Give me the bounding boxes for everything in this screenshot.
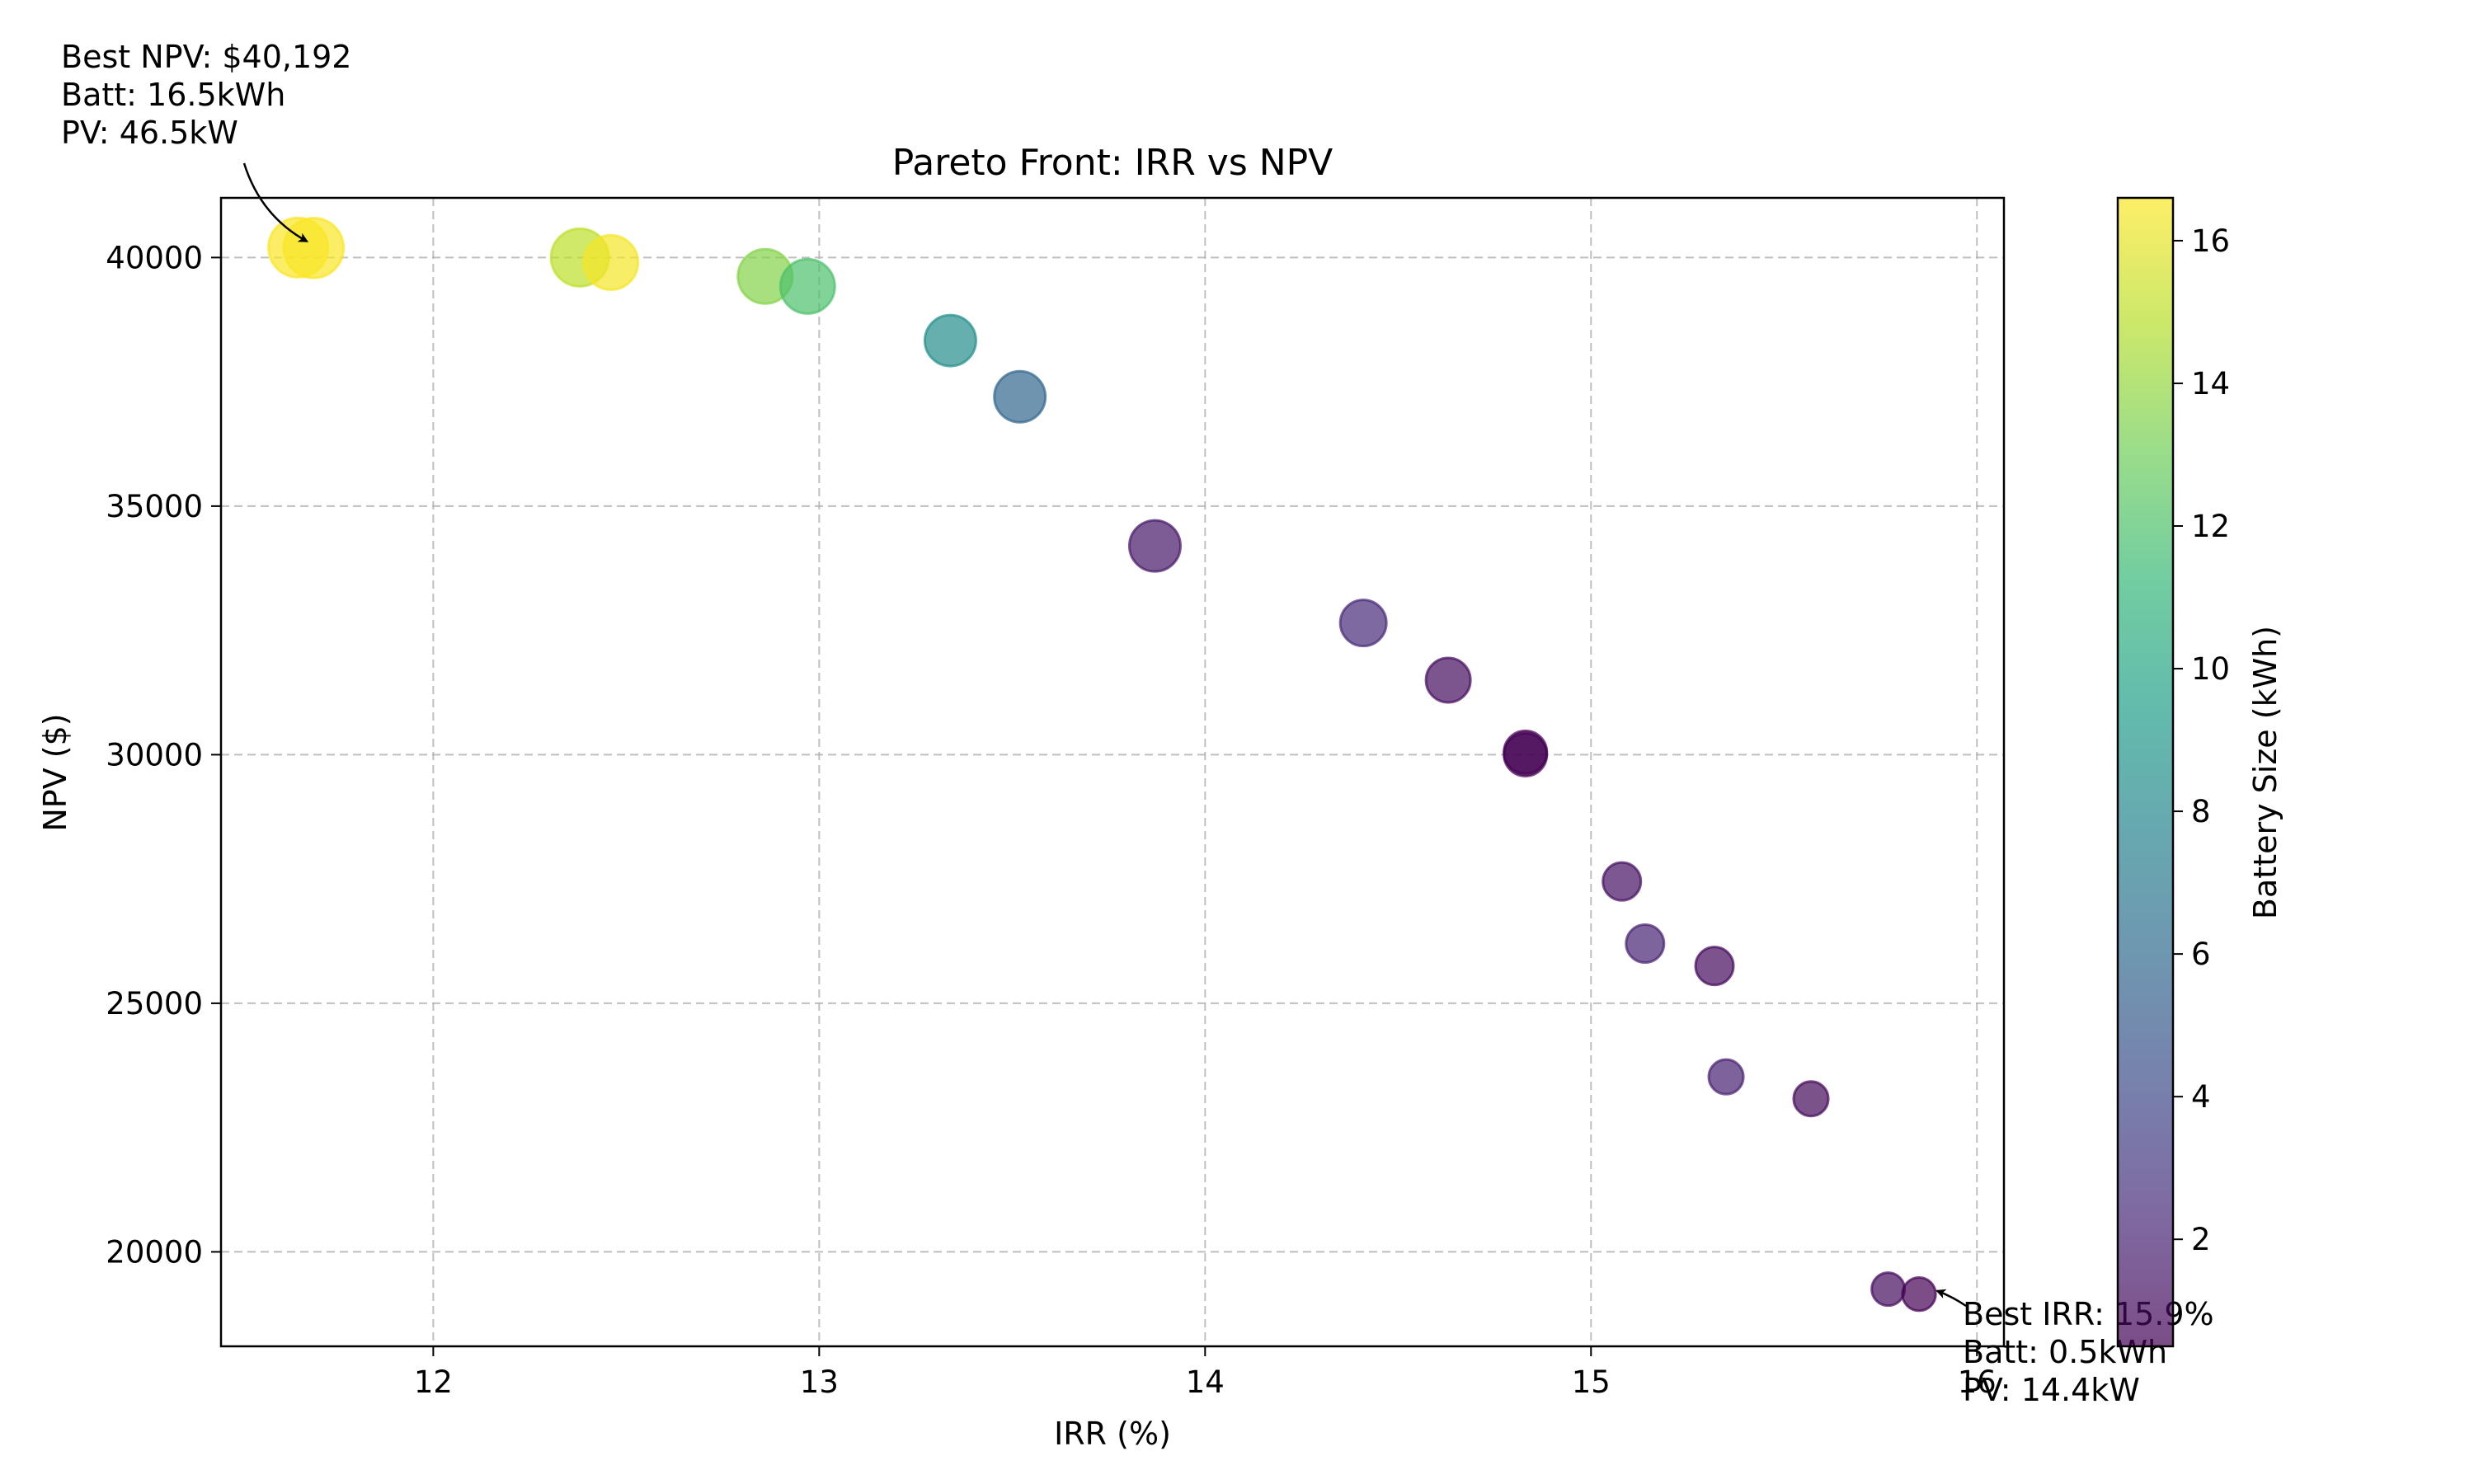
x-tick-label: 14 xyxy=(1186,1364,1225,1400)
x-tick-label: 13 xyxy=(800,1364,839,1400)
x-axis-label: IRR (%) xyxy=(1054,1416,1171,1452)
colorbar-tick-label: 6 xyxy=(2191,937,2211,972)
data-point xyxy=(1707,1058,1745,1096)
y-axis-label: NPV ($) xyxy=(37,713,73,831)
colorbar-tick-label: 10 xyxy=(2191,651,2230,687)
colorbar-tick-label: 12 xyxy=(2191,509,2230,544)
colorbar-tick-label: 14 xyxy=(2191,366,2230,402)
annotation-arrow xyxy=(1935,1289,1967,1308)
data-point xyxy=(1424,656,1472,704)
colorbar-tick-label: 2 xyxy=(2191,1222,2211,1257)
colorbar-label: Battery Size (kWh) xyxy=(2247,626,2284,919)
data-point xyxy=(1694,946,1735,987)
colorbar-gradient xyxy=(2118,198,2173,1346)
colorbar-frame xyxy=(2116,196,2175,1348)
data-point xyxy=(1625,923,1666,965)
data-point xyxy=(1901,1275,1937,1313)
y-tick-label: 30000 xyxy=(106,737,203,773)
annotation-arrow xyxy=(242,162,309,242)
x-tick-label: 15 xyxy=(1572,1364,1611,1400)
chart-title: Pareto Front: IRR vs NPV xyxy=(892,142,1333,184)
data-point xyxy=(778,257,836,315)
y-ticks: 20000 25000 30000 35000 40000 xyxy=(106,240,221,1270)
data-point xyxy=(1503,731,1549,777)
colorbar-tick-label: 8 xyxy=(2191,794,2211,829)
data-point xyxy=(993,369,1047,424)
points-layer xyxy=(267,216,1937,1313)
x-ticks: 12 13 14 15 16 xyxy=(414,1346,1997,1400)
colorbar-ticks: 2 4 6 8 10 12 14 16 xyxy=(2173,223,2230,1257)
x-tick-label: 12 xyxy=(414,1364,453,1400)
y-tick-label: 20000 xyxy=(106,1234,203,1270)
colorbar-tick-label: 4 xyxy=(2191,1079,2211,1115)
grid-layer xyxy=(221,198,2004,1346)
y-tick-label: 40000 xyxy=(106,240,203,275)
data-point xyxy=(1792,1080,1830,1118)
annotation-line: Best NPV: $40,192 xyxy=(61,39,351,75)
annotation-line: PV: 14.4kW xyxy=(1963,1372,2140,1408)
colorbar-tick-label: 16 xyxy=(2191,223,2230,259)
y-tick-label: 25000 xyxy=(106,986,203,1021)
data-point xyxy=(1127,519,1182,573)
data-point xyxy=(1870,1271,1907,1308)
annotation-line: PV: 46.5kW xyxy=(61,115,238,151)
y-tick-label: 35000 xyxy=(106,489,203,524)
plot-frame xyxy=(219,196,2006,1348)
colorbar: 2 4 6 8 10 12 14 16 Battery Size (kWh) xyxy=(2116,196,2284,1348)
annotation-line: Batt: 16.5kWh xyxy=(61,77,285,113)
annotation-line: Best IRR: 15.9% xyxy=(1963,1296,2214,1332)
data-point xyxy=(582,233,640,291)
data-point xyxy=(1338,599,1388,648)
data-point xyxy=(923,313,977,368)
data-point xyxy=(1602,861,1643,902)
data-point xyxy=(282,216,346,279)
x-tick-label: 16 xyxy=(1958,1364,1997,1400)
